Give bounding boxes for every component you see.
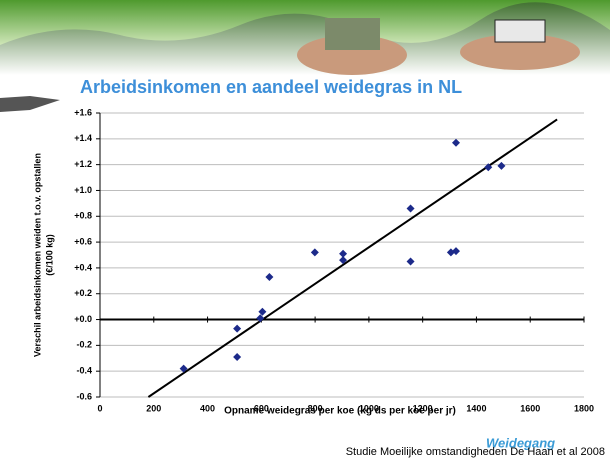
scatter-point [256, 314, 265, 323]
y-tick-label: +0.8 [74, 211, 92, 221]
x-tick-label: 800 [308, 403, 323, 413]
scatter-point [233, 352, 242, 361]
scatter-point [265, 272, 274, 281]
cow-icon [494, 19, 546, 43]
logo-text: Weidegang [486, 435, 555, 450]
x-tick-label: 1600 [520, 403, 540, 413]
x-tick-label: 1800 [574, 403, 594, 413]
x-tick-label: 1400 [466, 403, 486, 413]
y-tick-label: -0.6 [76, 391, 92, 401]
x-tick-label: 0 [97, 403, 102, 413]
scatter-point [339, 256, 348, 265]
y-tick-label: +0.2 [74, 288, 92, 298]
y-tick-label: +1.4 [74, 133, 92, 143]
x-tick-label: 200 [146, 403, 161, 413]
scatter-point [258, 307, 267, 316]
y-axis-label: Verschil arbeidsinkomen weiden t.o.v. op… [32, 153, 42, 357]
chart-title: Arbeidsinkomen en aandeel weidegras in N… [80, 77, 462, 97]
scatter-point [179, 364, 188, 373]
y-tick-label: +0.6 [74, 236, 92, 246]
barn-icon [325, 18, 380, 50]
scatter-point [233, 324, 242, 333]
trend-line [147, 118, 558, 398]
x-tick-label: 1200 [413, 403, 433, 413]
scatter-point [406, 204, 415, 213]
y-tick-label: -0.2 [76, 340, 92, 350]
footer-band [0, 440, 610, 461]
x-tick-label: 1000 [359, 403, 379, 413]
scatter-point [484, 163, 493, 172]
scatter-point [452, 247, 461, 256]
y-tick-label: +1.6 [74, 107, 92, 117]
y-axis-unit: (€/100 kg) [44, 234, 54, 276]
x-tick-label: 600 [254, 403, 269, 413]
scatter-point [497, 161, 506, 170]
y-tick-label: +0.4 [74, 262, 92, 272]
pointing-hand [0, 96, 60, 112]
y-tick-label: +1.0 [74, 185, 92, 195]
x-tick-label: 400 [200, 403, 215, 413]
source-note: Studie Moeilijke omstandigheden De Haan … [346, 446, 605, 458]
scatter-point [310, 248, 319, 257]
y-tick-label: +1.2 [74, 159, 92, 169]
y-tick-label: +0.0 [74, 314, 92, 324]
scatter-point [339, 249, 348, 258]
grass [0, 0, 610, 45]
x-axis-label: Opname weidegras per koe (kg ds per koe … [224, 406, 456, 417]
scatter-point [452, 138, 461, 147]
hand-right [460, 34, 580, 70]
y-tick-label: -0.4 [76, 366, 92, 376]
scatter-point [406, 257, 415, 266]
